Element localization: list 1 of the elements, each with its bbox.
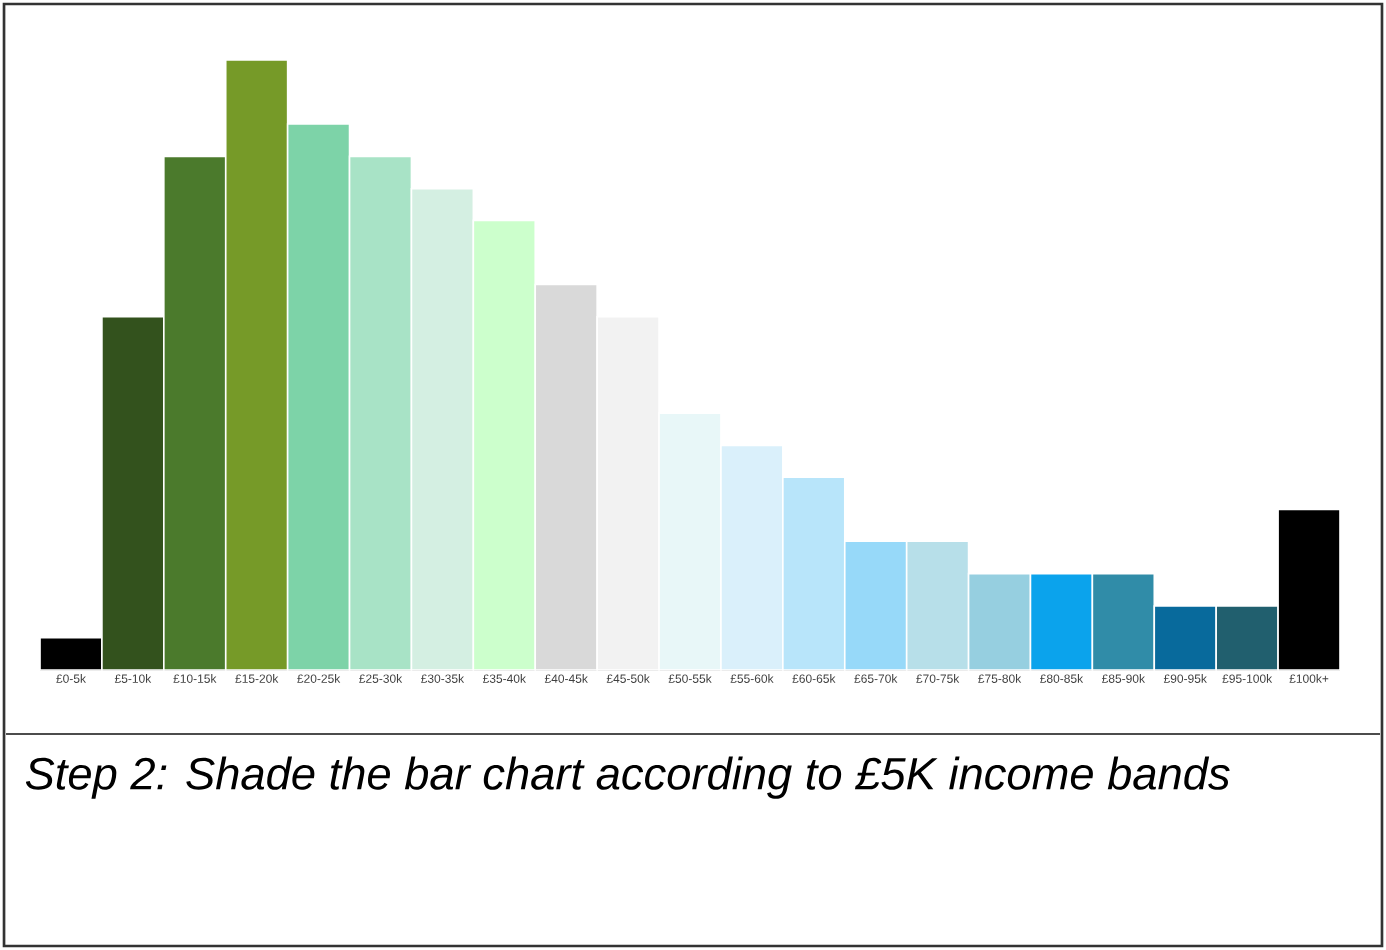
text: Step 2: Shade the bar chart according to £5K income bands — [25, 756, 1230, 799]
